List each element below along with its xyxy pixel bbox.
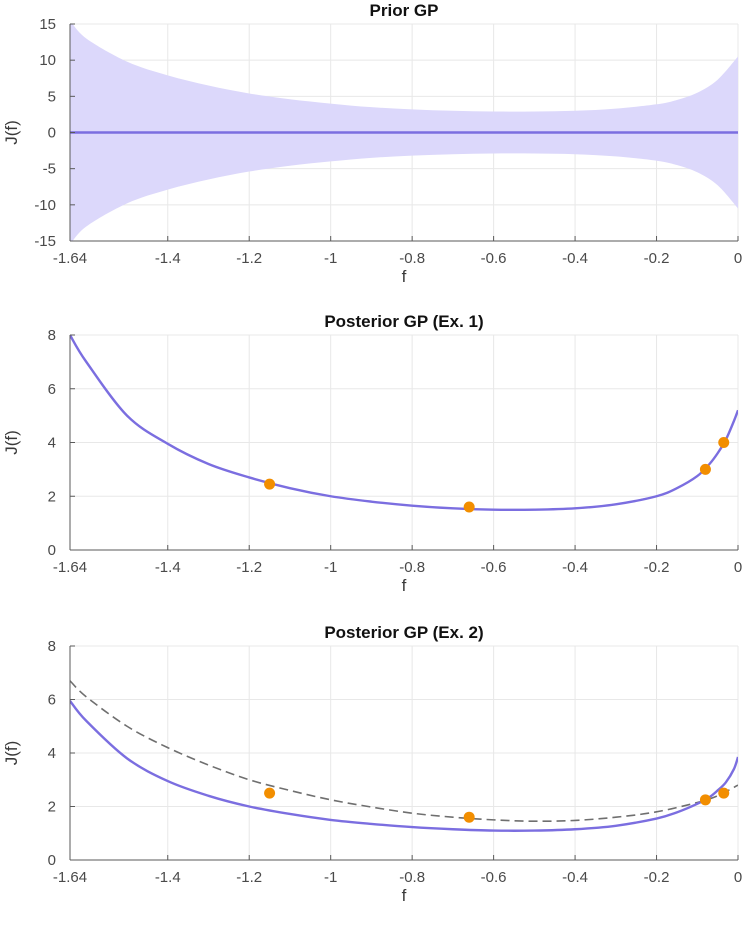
x-tick-label: -1.2 <box>236 250 262 267</box>
x-tick-label: -1.64 <box>53 869 87 886</box>
y-tick-label: 15 <box>39 16 56 33</box>
x-tick-label: -0.4 <box>562 869 588 886</box>
panel-title: Posterior GP (Ex. 1) <box>324 312 483 331</box>
x-tick-label: -1 <box>324 559 337 576</box>
y-tick-label: 0 <box>48 125 56 142</box>
observation-point <box>463 811 475 823</box>
y-tick-label: 6 <box>48 381 56 398</box>
y-axis-label: J(f) <box>2 120 21 145</box>
x-tick-label: -0.4 <box>562 250 588 267</box>
x-tick-label: -0.6 <box>481 559 507 576</box>
x-tick-label: -0.6 <box>481 250 507 267</box>
chart-panel-2: -1.64 -1.4 -1.2 -1 -0.8 -0.6 -0.4 -0.2 0 0 2 4 6 8 Pos… <box>2 312 742 595</box>
x-tick-label: 0 <box>734 559 742 576</box>
x-axis-label: f <box>402 576 407 595</box>
x-tick-label: -0.2 <box>644 250 670 267</box>
x-tick-label: -0.2 <box>644 559 670 576</box>
y-tick-label: -10 <box>34 197 56 214</box>
y-tick-label: 0 <box>48 852 56 869</box>
plot-area <box>70 335 738 512</box>
panel-title: Prior GP <box>370 1 439 20</box>
observation-point <box>699 463 711 475</box>
x-tick-label: -0.8 <box>399 250 425 267</box>
observation-point <box>463 501 475 513</box>
true-function-dashed-line <box>70 680 738 823</box>
x-tick-label: -1.4 <box>155 559 181 576</box>
y-tick-label: 2 <box>48 488 56 505</box>
x-tick-label: -0.8 <box>399 869 425 886</box>
y-tick-label: 5 <box>48 88 56 105</box>
observation-point <box>718 787 730 799</box>
x-tick-label: -0.2 <box>644 869 670 886</box>
x-tick-label: -0.8 <box>399 559 425 576</box>
y-axis-label: J(f) <box>2 741 21 766</box>
x-tick-label: -1 <box>324 869 337 886</box>
x-tick-label: -1.2 <box>236 559 262 576</box>
x-axis-label: f <box>402 886 407 905</box>
y-tick-label: 2 <box>48 799 56 816</box>
x-tick-label: -0.6 <box>481 869 507 886</box>
chart-panel-1: -1.64 -1.4 -1.2 -1 -0.8 -0.6 -0.4 -0.2 0 -15 -10 -5… <box>2 1 742 286</box>
chart-panel-3: -1.64 -1.4 -1.2 -1 -0.8 -0.6 -0.4 -0.2 0 0 2 4 6 8 Pos… <box>2 623 742 905</box>
x-tick-label: -1 <box>324 250 337 267</box>
true-function-dashed-line <box>70 335 738 511</box>
gp-mean-line <box>70 335 738 512</box>
y-tick-label: 0 <box>48 542 56 559</box>
x-tick-label: -1.64 <box>53 250 87 267</box>
panel-title: Posterior GP (Ex. 2) <box>324 623 483 642</box>
plot-area <box>70 24 738 241</box>
y-tick-label: 8 <box>48 638 56 655</box>
observation-point <box>264 787 276 799</box>
x-tick-label: 0 <box>734 250 742 267</box>
observation-point <box>699 794 711 806</box>
x-axis-label: f <box>402 267 407 286</box>
y-tick-label: 6 <box>48 692 56 709</box>
y-tick-label: 4 <box>48 435 56 452</box>
y-tick-label: 8 <box>48 327 56 344</box>
x-tick-label: -0.4 <box>562 559 588 576</box>
y-tick-label: -15 <box>34 233 56 250</box>
x-tick-label: -1.4 <box>155 250 181 267</box>
y-tick-label: -5 <box>43 161 56 178</box>
plot-area <box>70 680 738 832</box>
observation-point <box>718 437 730 448</box>
x-tick-label: 0 <box>734 869 742 886</box>
gp-mean-line <box>70 700 738 832</box>
y-axis-label: J(f) <box>2 430 21 455</box>
y-tick-label: 10 <box>39 52 56 69</box>
x-tick-label: -1.4 <box>155 869 181 886</box>
x-tick-label: -1.2 <box>236 869 262 886</box>
observation-point <box>264 478 276 490</box>
y-tick-label: 4 <box>48 745 56 762</box>
x-tick-label: -1.64 <box>53 559 87 576</box>
